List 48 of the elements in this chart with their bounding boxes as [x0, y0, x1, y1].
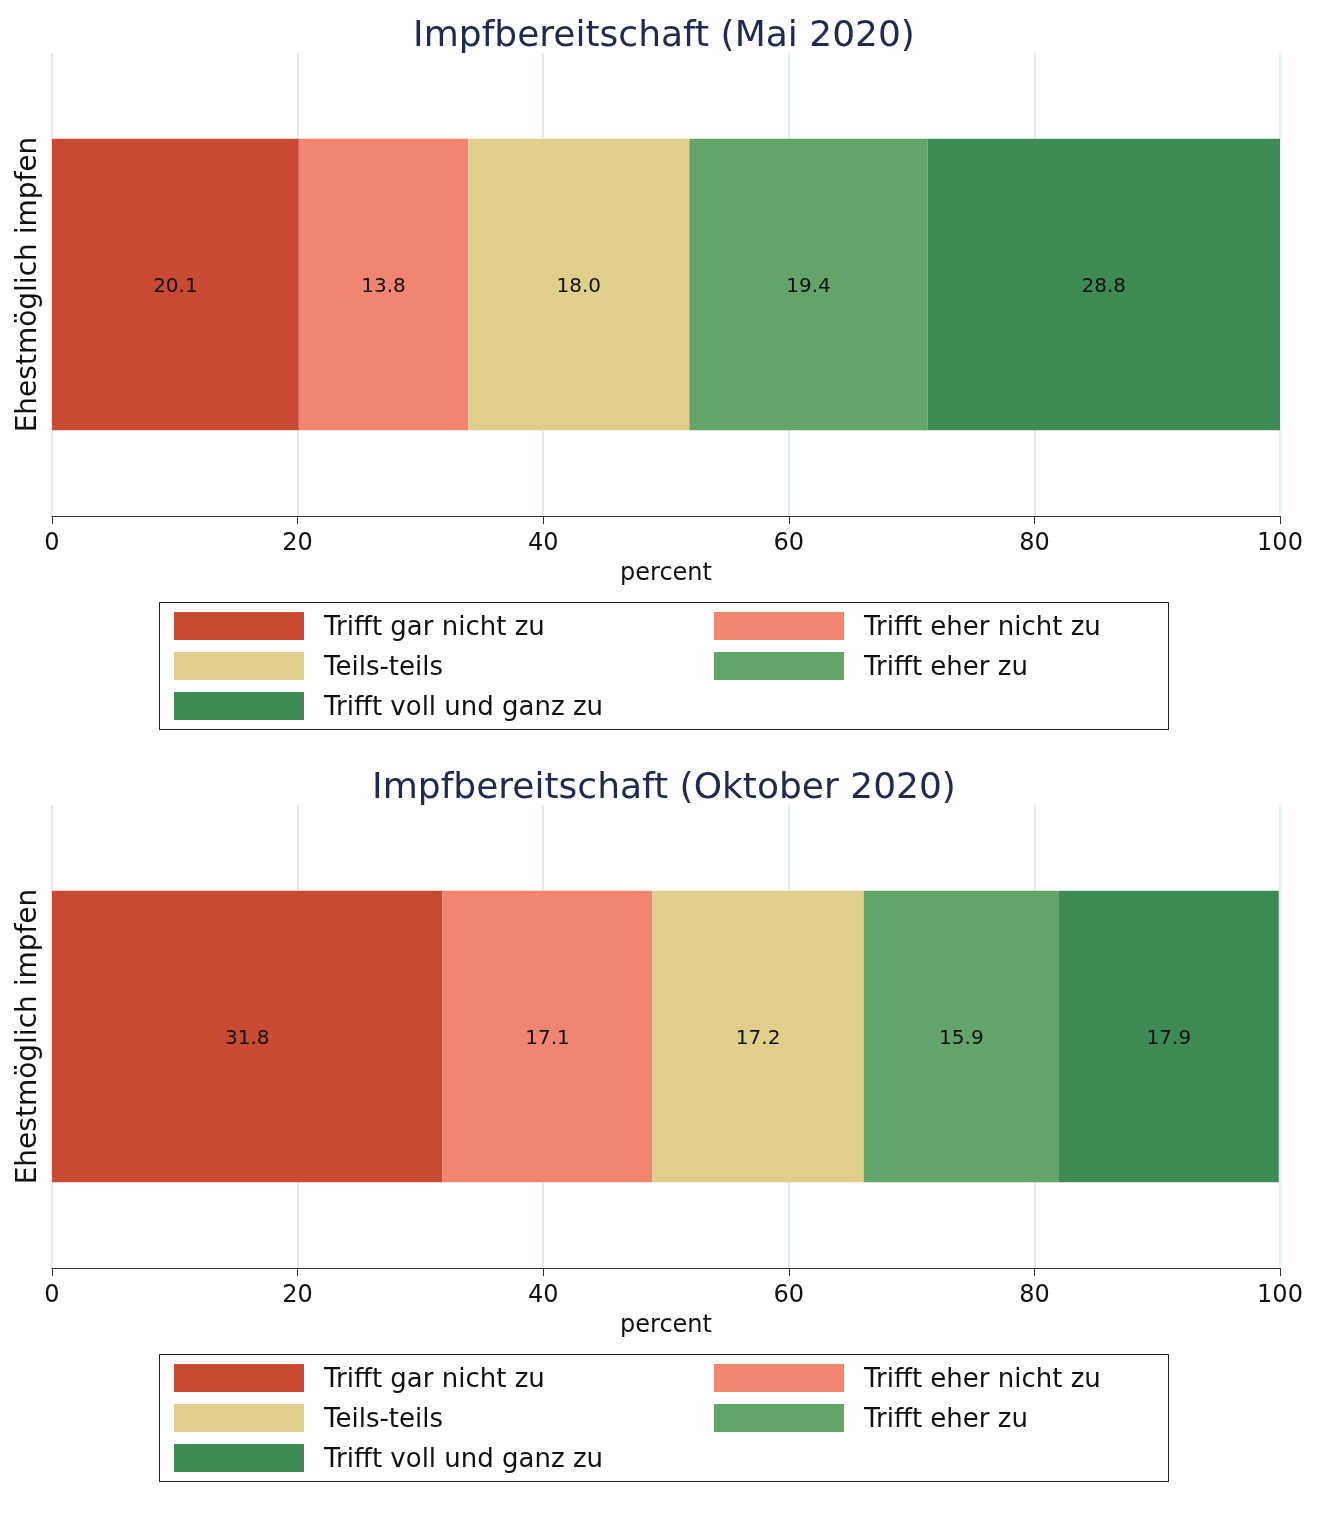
x-tick-label: 100 [1257, 528, 1303, 556]
x-tick-label: 20 [282, 1280, 313, 1308]
x-tick-label: 80 [1019, 1280, 1050, 1308]
legend-label: Trifft voll und ganz zu [324, 691, 604, 721]
data-label: 15.9 [939, 1024, 984, 1049]
data-label: 17.9 [1146, 1024, 1192, 1049]
data-label: 13.8 [361, 272, 406, 297]
x-axis-title: percent [620, 1310, 712, 1338]
bar [298, 138, 469, 431]
x-tick-label: 0 [44, 1280, 60, 1308]
legend-label: Trifft eher nicht zu [864, 1363, 1101, 1393]
data-label: 17.2 [735, 1024, 781, 1049]
x-tick-label: 40 [527, 1280, 559, 1308]
data-label: 18.0 [556, 272, 602, 297]
data-label: 31.8 [224, 1024, 270, 1049]
x-tick-label: 0 [44, 528, 60, 556]
bar [52, 138, 299, 431]
bar [1058, 890, 1279, 1183]
data-label: 19.4 [786, 272, 831, 297]
bar [652, 890, 864, 1183]
legend-label: Teils-teils [324, 651, 444, 681]
bar [689, 138, 928, 431]
legend-label: Trifft gar nicht zu [324, 1363, 545, 1393]
legend-label: Trifft gar nicht zu [324, 611, 545, 641]
legend-label: Trifft eher zu [864, 651, 1028, 681]
data-label: 20.1 [153, 272, 198, 297]
legend-label: Trifft voll und ganz zu [324, 1443, 604, 1473]
y-tick-label: Ehestmöglich impfen [9, 888, 43, 1185]
bar [927, 138, 1280, 431]
y-tick-label: Ehestmöglich impfen [9, 136, 43, 433]
x-axis-title: percent [620, 558, 712, 586]
legend-label: Teils-teils [324, 1403, 444, 1433]
legend-label: Trifft eher zu [864, 1403, 1028, 1433]
bar [863, 890, 1059, 1183]
bar [442, 890, 653, 1183]
x-tick-label: 40 [527, 528, 559, 556]
x-tick-label: 60 [773, 1280, 805, 1308]
bar [52, 890, 443, 1183]
data-label: 17.1 [525, 1024, 570, 1049]
chart-title: Impfbereitschaft (Oktober 2020) [372, 764, 956, 806]
legend-label: Trifft eher nicht zu [864, 611, 1101, 641]
bar [468, 138, 690, 431]
data-label: 28.8 [1081, 272, 1127, 297]
chart-title: Impfbereitschaft (Mai 2020) [413, 12, 915, 54]
x-tick-label: 100 [1257, 1280, 1303, 1308]
x-tick-label: 80 [1019, 528, 1050, 556]
x-tick-label: 60 [773, 528, 805, 556]
x-tick-label: 20 [282, 528, 313, 556]
